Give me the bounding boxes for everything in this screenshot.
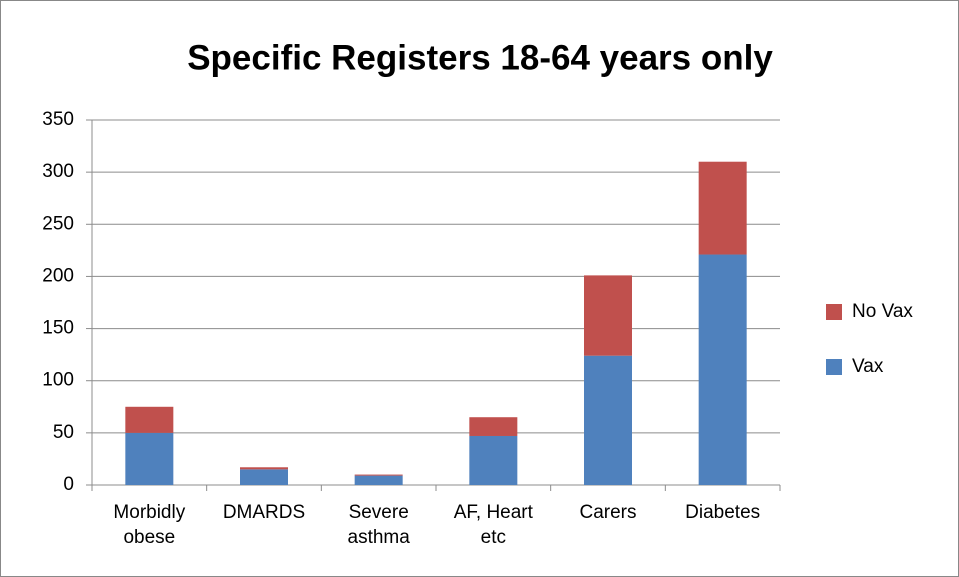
bar-segment (698, 161, 747, 255)
bar-segment (240, 469, 288, 485)
legend-label: No Vax (852, 301, 913, 322)
chart-title: Specific Registers 18-64 years only (187, 38, 773, 77)
legend-swatch (826, 359, 842, 375)
bar-segment (240, 467, 288, 470)
x-tick-label: DMARDS (223, 502, 305, 523)
y-tick-label: 100 (42, 370, 74, 391)
x-tick-label: Carers (579, 502, 636, 523)
y-tick-label: 50 (53, 422, 74, 443)
x-tick-label: Morbidly obese (113, 502, 185, 548)
y-tick-label: 300 (42, 161, 74, 182)
x-tick-label: Severe asthma (348, 502, 411, 548)
bar-segment (584, 275, 632, 356)
y-tick-label: 150 (42, 318, 74, 339)
bar-segment (469, 435, 518, 485)
legend-label: Vax (852, 356, 884, 377)
y-tick-label: 0 (63, 474, 74, 495)
x-tick-label: Diabetes (685, 502, 760, 523)
bar-segment (469, 417, 518, 436)
y-tick-label: 250 (42, 213, 74, 234)
bar-segment (584, 355, 632, 485)
x-tick-label: AF, Heart etc (454, 502, 534, 548)
bar-segment (354, 474, 403, 476)
bar-segment (698, 254, 747, 485)
bar-segment (125, 432, 174, 485)
bar-segment (125, 406, 174, 433)
y-tick-label: 350 (42, 109, 74, 130)
y-tick-label: 200 (42, 265, 74, 286)
bar-segment (354, 475, 403, 485)
legend-swatch (826, 304, 842, 320)
